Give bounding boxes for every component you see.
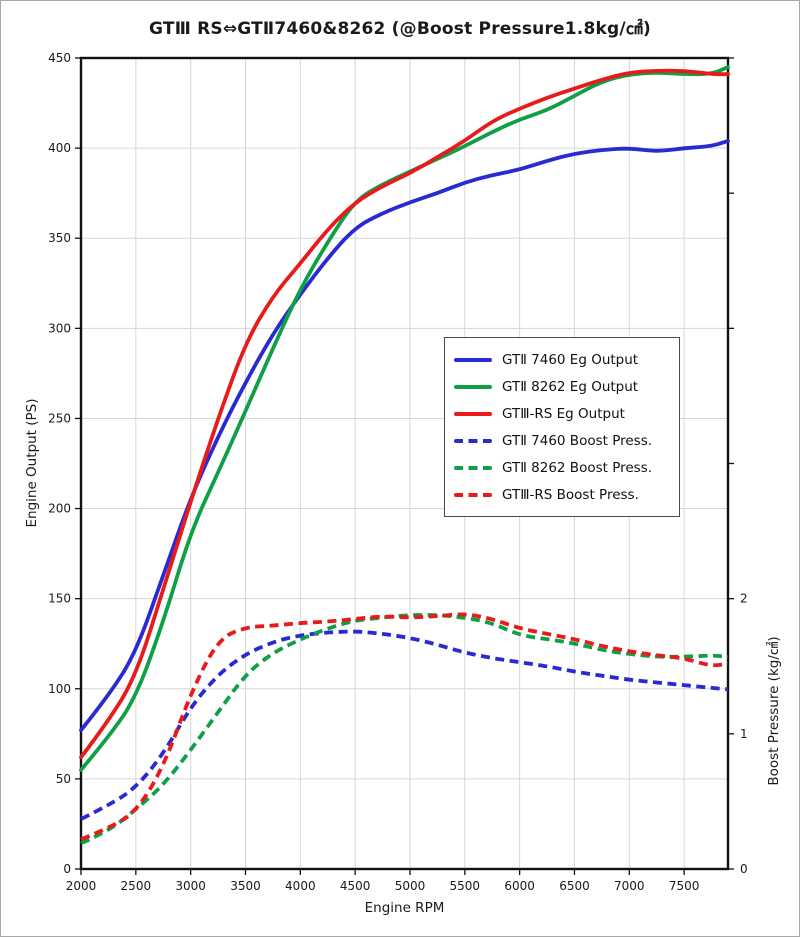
y-axis-label-right: Boost Pressure (kg/㎠) — [766, 636, 782, 786]
x-axis-label: Engine RPM — [364, 900, 445, 916]
y-tick-label-right: 2 — [740, 592, 748, 606]
y-axis-label-left: Engine Output (PS) — [24, 398, 40, 528]
x-tick-label: 5000 — [395, 879, 426, 893]
y-tick-label-left: 150 — [48, 592, 71, 606]
x-tick-label: 3500 — [230, 879, 261, 893]
x-tick-label: 2500 — [121, 879, 152, 893]
legend-row: GTⅢ-RS Eg Output — [454, 400, 669, 427]
legend-solid-line-sample — [454, 384, 492, 389]
legend-row: GTⅡ 8262 Eg Output — [454, 373, 669, 400]
x-tick-label: 5500 — [450, 879, 481, 893]
x-tick-label: 4500 — [340, 879, 371, 893]
legend-dashed-line-sample — [454, 465, 492, 470]
y-tick-label-right: 1 — [740, 727, 748, 741]
legend-label: GTⅢ-RS Boost Press. — [502, 486, 639, 503]
y-tick-label-left: 100 — [48, 682, 71, 696]
series-curve-5 — [80, 612, 729, 842]
x-tick-label: 3000 — [175, 879, 206, 893]
y-tick-label-left: 400 — [48, 141, 71, 155]
legend-solid-line-sample — [454, 357, 492, 362]
x-tick-label: 7500 — [669, 879, 700, 893]
chart-title: GTⅢ RS⇔GTⅡ7460&8262 (@Boost Pressure1.8k… — [149, 19, 651, 39]
y-tick-label-left: 450 — [48, 51, 71, 65]
series-curve-2 — [79, 68, 730, 760]
legend-row: GTⅡ 8262 Boost Press. — [454, 454, 669, 481]
legend-solid-line-sample — [454, 411, 492, 416]
legend-label: GTⅡ 8262 Eg Output — [502, 378, 639, 395]
legend-label: GTⅡ 7460 Boost Press. — [502, 432, 653, 449]
legend-label: GTⅡ 8262 Boost Press. — [502, 459, 653, 476]
legend-row: GTⅡ 7460 Eg Output — [454, 346, 669, 373]
x-tick-label: 7000 — [614, 879, 645, 893]
y-tick-label-left: 0 — [63, 862, 71, 876]
y-tick-label-left: 250 — [48, 411, 71, 425]
legend-dashed-line-sample — [454, 492, 492, 497]
series-curve-3 — [80, 629, 729, 821]
y-tick-label-left: 200 — [48, 502, 71, 516]
y-tick-label-right: 0 — [740, 862, 748, 876]
y-tick-label-left: 50 — [56, 772, 71, 786]
x-tick-label: 2000 — [66, 879, 97, 893]
legend-label: GTⅢ-RS Eg Output — [502, 405, 625, 422]
series-curve-4 — [80, 613, 729, 846]
x-tick-label: 6500 — [559, 879, 590, 893]
legend-dashed-line-sample — [454, 438, 492, 443]
legend-label: GTⅡ 7460 Eg Output — [502, 351, 639, 368]
x-tick-label: 4000 — [285, 879, 316, 893]
legend: GTⅡ 7460 Eg Output GTⅡ 8262 Eg Output GTⅢ-… — [444, 337, 680, 517]
y-tick-label-left: 350 — [48, 231, 71, 245]
x-tick-label: 6000 — [504, 879, 535, 893]
legend-row: GTⅡ 7460 Boost Press. — [454, 427, 669, 454]
y-tick-label-left: 300 — [48, 321, 71, 335]
legend-row: GTⅢ-RS Boost Press. — [454, 481, 669, 508]
